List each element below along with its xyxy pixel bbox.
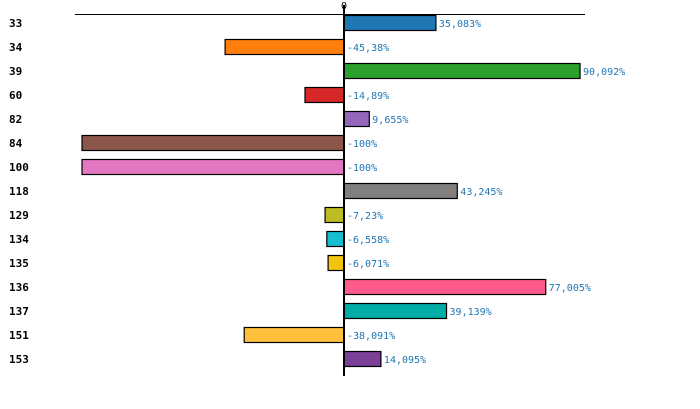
bar-137 <box>343 302 448 320</box>
category-label: 118 <box>9 185 29 198</box>
value-label: -100% <box>347 139 377 150</box>
bar-39 <box>343 62 581 80</box>
category-label: 84 <box>9 137 23 150</box>
value-label: 35,083% <box>439 19 481 30</box>
category-label: 34 <box>9 41 23 54</box>
category-label: 82 <box>9 113 22 126</box>
value-label: -38,091% <box>347 331 395 342</box>
category-label: 100 <box>9 161 29 174</box>
bar-135 <box>327 254 345 272</box>
category-label: 151 <box>9 329 29 342</box>
category-label: 134 <box>9 233 29 246</box>
bar-136 <box>343 278 547 296</box>
value-label: 43,245% <box>460 187 502 198</box>
value-label: -6,558% <box>347 235 389 246</box>
value-label: 77,005% <box>549 283 591 294</box>
value-label: -6,071% <box>347 259 389 270</box>
bar-33 <box>343 14 437 32</box>
category-label: 137 <box>9 305 29 318</box>
bar-34 <box>224 38 345 56</box>
bar-134 <box>326 230 345 248</box>
bar-60 <box>304 86 345 104</box>
bar-84 <box>81 134 345 152</box>
bar-82 <box>343 110 370 128</box>
bar-151 <box>243 326 345 344</box>
value-label: -7,23% <box>347 211 383 222</box>
category-label: 39 <box>9 65 22 78</box>
category-label: 129 <box>9 209 29 222</box>
value-label: -14,89% <box>347 91 389 102</box>
category-label: 60 <box>9 89 22 102</box>
bar-153 <box>343 350 382 368</box>
category-label: 135 <box>9 257 29 270</box>
bar-118 <box>343 182 458 200</box>
category-label: 136 <box>9 281 29 294</box>
category-label: 153 <box>9 353 29 366</box>
bar-129 <box>324 206 345 224</box>
value-label: -45,38% <box>347 43 389 54</box>
value-label: 39,139% <box>450 307 492 318</box>
bar-100 <box>81 158 345 176</box>
value-label: 14,095% <box>384 355 426 366</box>
value-label: -100% <box>347 163 377 174</box>
value-label: 90,092% <box>583 67 625 78</box>
category-label: 33 <box>9 17 22 30</box>
value-label: 9,655% <box>372 115 408 126</box>
